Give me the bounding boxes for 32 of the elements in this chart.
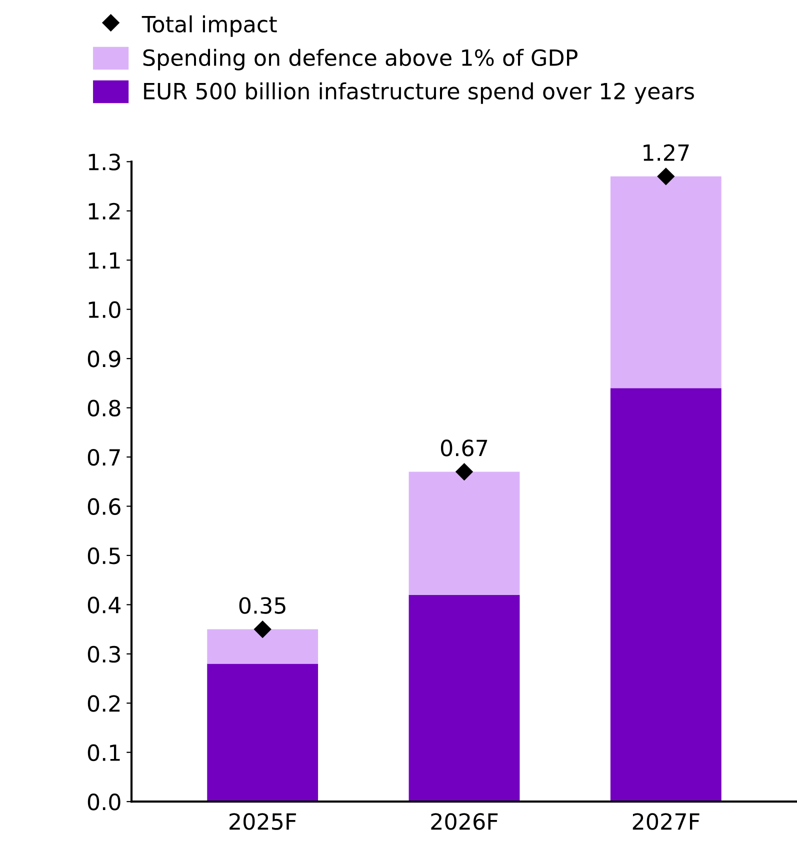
- bar: [408, 594, 520, 802]
- y-tick-label: 1.0: [88, 301, 120, 318]
- bar: [408, 472, 520, 595]
- y-tick-label: 0.9: [88, 350, 120, 368]
- x-tick-label: 2027F: [632, 813, 700, 830]
- y-tick-label: 0.5: [88, 547, 120, 564]
- bar: [207, 664, 318, 802]
- data-label: 1.27: [644, 144, 689, 161]
- y-tick-label: 0.3: [88, 646, 120, 663]
- y-tick-label: 1.3: [88, 154, 120, 170]
- bar: [610, 176, 722, 388]
- y-tick-label: 1.2: [88, 202, 120, 220]
- y-tick-label: 0.1: [88, 744, 120, 762]
- y-tick-label: 0.8: [88, 400, 120, 417]
- y-tick-label: 0.7: [88, 448, 120, 466]
- x-tick-label: 2026F: [431, 813, 498, 830]
- y-tick-label: 0.6: [88, 498, 120, 515]
- legend-label: Spending on defence above 1% of GDP: [143, 48, 578, 70]
- point: [657, 168, 674, 185]
- y-tick-label: 0.4: [88, 596, 121, 614]
- legend-label: EUR 500 billion infastructure spend over 12 years: [144, 82, 694, 104]
- legend-label: Total impact: [142, 15, 277, 37]
- y-tick-label: 0.0: [88, 794, 120, 810]
- point: [456, 463, 473, 480]
- data-label: 0.67: [440, 440, 488, 456]
- bar: [207, 629, 318, 664]
- x-tick-label: 2025F: [230, 813, 296, 830]
- y-tick-label: 0.2: [88, 695, 120, 712]
- data-label: 0.35: [239, 597, 286, 614]
- point: [254, 620, 272, 638]
- y-tick-label: 1.1: [88, 252, 120, 269]
- bar: [610, 388, 722, 802]
